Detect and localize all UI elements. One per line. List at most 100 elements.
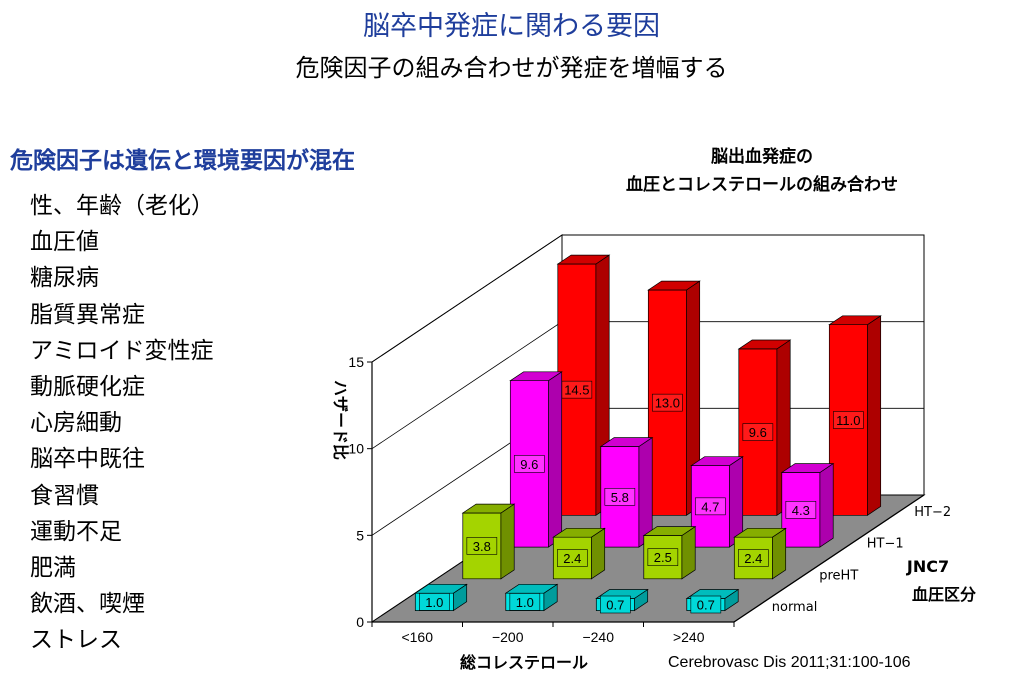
- risk-factor-item: 運動不足: [30, 518, 122, 545]
- data-label: 1.0: [425, 595, 443, 610]
- risk-factor-item: 脳卒中既往: [30, 446, 145, 473]
- data-label-box: [695, 497, 726, 516]
- y-tick-label: 15: [348, 354, 364, 370]
- data-label: 0.7: [697, 598, 715, 613]
- risk-factor-item: アミロイド変性症: [30, 337, 214, 364]
- data-label-box: [466, 537, 498, 555]
- bar-top-face: [552, 527, 606, 538]
- data-label: 4.7: [701, 499, 719, 514]
- chart-title-line1: 脳出血発症の: [711, 146, 813, 167]
- slide-subtitle: 危険因子の組み合わせが発症を増幅する: [295, 54, 728, 82]
- data-label: 11.0: [836, 413, 860, 428]
- bar: 1.0: [504, 583, 559, 612]
- data-label: 2.5: [654, 550, 672, 565]
- slide-title: 脳卒中発症に関わる要因: [363, 11, 660, 42]
- citation: Cerebrovasc Dis 2011;31:100-106: [668, 654, 911, 671]
- x-tick-label: <160: [401, 629, 433, 645]
- bar-side-face: [867, 315, 882, 516]
- data-label-box: [557, 549, 588, 567]
- risk-factor-item: 食習慣: [30, 482, 99, 509]
- bar-top-face: [780, 463, 835, 473]
- bar: 4.7: [690, 456, 744, 548]
- data-label: 5.8: [611, 490, 629, 505]
- bar: 3.8: [461, 503, 516, 580]
- bar-top-face: [733, 527, 787, 538]
- x-tick-label: −200: [492, 629, 524, 645]
- depth-tick-label: preHT: [819, 568, 858, 583]
- y-tick-label: 10: [348, 441, 364, 457]
- section-heading: 危険因子は遺伝と環境要因が混在: [10, 148, 355, 174]
- bar: 13.0: [647, 280, 701, 516]
- data-label-box: [419, 593, 450, 611]
- x-axis-title: 総コレステロール: [460, 653, 588, 672]
- y-tick-labels: 0 5 10 15: [348, 354, 372, 630]
- bar-side-face: [548, 371, 563, 548]
- risk-factor-item: 性、年齢（老化）: [30, 193, 214, 219]
- data-label-box: [647, 548, 679, 566]
- data-label-box: [652, 393, 683, 412]
- risk-factor-item: 糖尿病: [30, 265, 99, 292]
- data-label-box: [833, 411, 864, 429]
- bar: 2.5: [642, 525, 697, 580]
- bar-top-face: [461, 503, 516, 514]
- x-tick-label: >240: [673, 629, 705, 645]
- x-tick-label: −240: [582, 629, 614, 645]
- risk-factor-item: 脂質異常症: [30, 301, 145, 328]
- bar-side-face: [819, 462, 834, 548]
- data-label-box: [690, 595, 722, 614]
- bar: 14.5: [556, 254, 611, 516]
- depth-tick-label: normal: [772, 600, 818, 615]
- bar: 2.4: [552, 527, 606, 580]
- depth-axis-title-line1: JNC7: [906, 557, 949, 576]
- bar: 11.0: [828, 315, 882, 516]
- data-label: 9.6: [749, 425, 767, 440]
- data-label: 4.3: [792, 503, 810, 518]
- y-axis-title: ハザード比: [331, 380, 350, 460]
- y-tick-label: 5: [356, 527, 364, 543]
- depth-tick-labels: normal preHT HT−1 HT−2: [772, 505, 951, 615]
- bar-top-face: [642, 526, 697, 536]
- risk-factor-item: 肥満: [30, 554, 76, 581]
- bar-top-face: [647, 280, 701, 291]
- data-label: 1.0: [516, 595, 534, 610]
- bar-top-face: [599, 437, 654, 447]
- bar: 0.7: [685, 588, 740, 614]
- depth-axis-title-line2: 血圧区分: [912, 585, 976, 604]
- data-label: 0.7: [606, 598, 624, 613]
- data-label-box: [785, 501, 817, 519]
- data-label-box: [738, 549, 769, 567]
- risk-factor-item: 動脈硬化症: [30, 373, 145, 400]
- chart-title-line2: 血圧とコレステロールの組み合わせ: [626, 174, 898, 195]
- chart-bars: 14.5 13.0 9.6 11.0 9.6 5.8 4.7 4.3 3.8 2.4 2.5 2.4 1…: [414, 254, 882, 614]
- bar-side-face: [638, 436, 653, 548]
- data-label-box: [742, 423, 774, 441]
- data-label: 13.0: [655, 396, 680, 411]
- risk-factor-list: 性、年齢（老化） 血圧値 糖尿病 脂質異常症 アミロイド変性症 動脈硬化症 心房…: [30, 188, 214, 658]
- bar-top-face: [828, 315, 882, 326]
- bar-top-face: [509, 371, 563, 382]
- y-tick-label: 0: [356, 614, 364, 630]
- data-label-box: [509, 593, 541, 611]
- bar-top-face: [556, 254, 611, 265]
- depth-axis-line: [733, 494, 925, 623]
- bar: 4.3: [780, 462, 835, 548]
- x-tick-labels: <160 −200 −240 >240: [371, 622, 735, 645]
- risk-factor-item: 飲酒、喫煙: [30, 591, 145, 618]
- bar: 9.6: [737, 339, 792, 516]
- data-label: 2.4: [563, 551, 581, 566]
- data-label-box: [604, 488, 636, 506]
- depth-tick-label: HT−2: [914, 505, 951, 520]
- depth-tick-label: HT−1: [867, 537, 904, 552]
- data-label: 2.4: [744, 551, 762, 566]
- bar: 2.4: [733, 527, 787, 580]
- bar: 1.0: [414, 583, 468, 612]
- bar: 9.6: [509, 371, 563, 548]
- data-label: 3.8: [473, 539, 491, 554]
- data-label-box: [600, 595, 631, 614]
- data-label-box: [514, 455, 545, 473]
- risk-factor-item: 心房細動: [30, 410, 122, 437]
- risk-factor-item: 血圧値: [30, 229, 99, 256]
- data-label: 14.5: [564, 383, 589, 398]
- bar-side-face: [500, 503, 515, 580]
